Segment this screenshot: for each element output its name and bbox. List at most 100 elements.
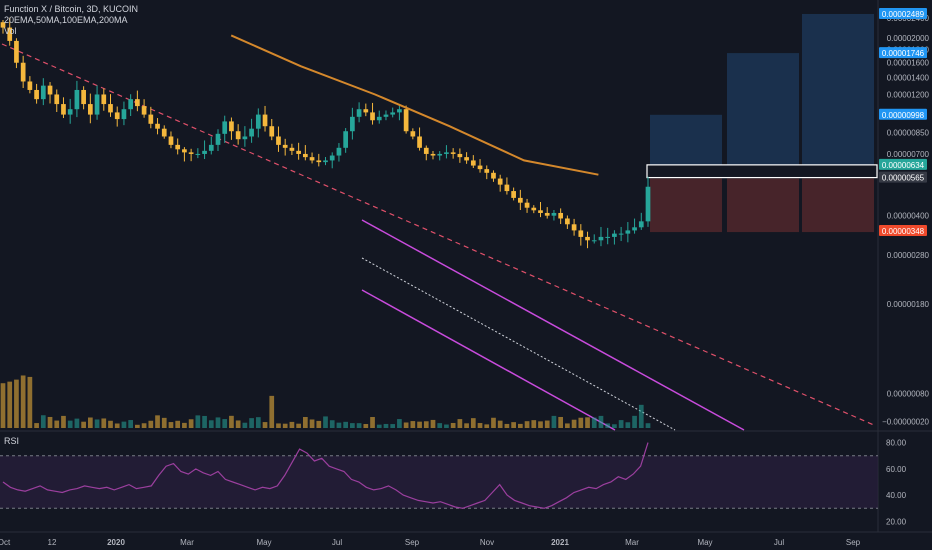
candle-body [329,155,335,161]
volume-bar [350,423,355,428]
candle-body [370,112,375,121]
candle-body [565,218,570,225]
rsi-tick-label: 60.00 [886,465,907,474]
candle-body [182,149,187,153]
volume-bar [410,421,416,428]
volume-bar [511,422,516,428]
chart-title: Function X / Bitcoin, 3D, KUCOIN [4,4,139,14]
candle-body [477,165,483,170]
volume-bar [114,423,120,428]
price-tag [879,7,927,19]
candle-body [128,99,134,110]
candle-body [591,240,597,242]
volume-bar [20,375,26,428]
volume-bar [47,416,53,428]
volume-bar [336,422,342,428]
time-tick-label: Jul [774,538,784,547]
price-tag [879,108,927,120]
volume-bar [40,415,46,428]
price-tag-label: 0.00000634 [882,161,925,170]
volume-bar [591,417,597,428]
candle-body [20,62,26,82]
volume-bar [544,420,550,428]
indicator-legend[interactable]: 20EMA,50MA,100EMA,200MA [4,15,128,25]
volume-bar [74,418,80,428]
price-tick-label: 0.00000700 [887,150,930,159]
volume-bar [612,424,617,428]
candle-body [74,89,80,110]
candle-body [309,157,315,161]
candle-body [121,109,127,120]
volume-bar [255,417,261,428]
candle-body [376,116,382,121]
rsi-band [0,455,878,509]
volume-bar [517,423,523,428]
volume-bar [491,417,496,428]
candle-body [517,197,523,203]
volume-bar [94,419,100,428]
volume-bar [390,424,396,428]
price-tick-label: 0.00000080 [887,389,930,398]
volume-bar [202,415,207,428]
candle-body [430,153,436,156]
stop-box-3 [802,178,874,233]
candle-body [531,207,537,211]
candle-body [544,212,550,216]
volume-bar [14,379,19,428]
candle-body [350,116,355,132]
target-box-1 [650,114,722,165]
rsi-tick-label: 80.00 [886,439,907,448]
candle-body [551,212,557,216]
volume-bar [269,395,275,428]
volume-bar [645,423,651,428]
volume-bar [417,421,422,428]
moving-average-line [230,34,599,176]
volume-bar [571,419,577,428]
candle-body [0,22,6,28]
volume-bar [128,420,134,428]
volume-bar [444,424,449,428]
time-tick-label: Oct [0,538,11,547]
candle-body [249,128,254,137]
candle-body [269,126,275,137]
volume-bar [605,423,611,428]
volume-bar [67,420,73,428]
volume-bar [195,415,201,428]
candle-body [383,114,389,117]
volume-bar [87,417,93,428]
candle-body [571,224,577,231]
volume-bar [296,423,301,428]
candle-body [188,152,194,154]
price-tag [879,47,927,59]
rsi-line [2,442,649,509]
price-tag-label: 0.00000998 [882,111,925,120]
candle-body [598,236,604,241]
candle-body [202,150,207,154]
candle-body [397,109,402,113]
time-tick-label: 12 [48,538,57,547]
volume-bar [437,423,443,428]
candle-body [323,160,328,163]
volume-bar [302,417,308,428]
candle-body [538,210,543,213]
volume-bar [558,416,564,428]
volume-bar [477,423,483,428]
volume-label[interactable]: Vol [4,26,17,36]
rsi-label[interactable]: RSI [4,436,20,446]
candle-body [645,186,651,222]
volume-bar [538,421,543,428]
candle-body [444,152,449,154]
candle-body [242,136,248,140]
time-tick-label: Jul [332,538,342,547]
candle-body [470,160,476,166]
candle-body [87,104,93,115]
volume-bar [141,423,147,428]
candle-body [618,233,624,235]
channel-upper [361,219,745,431]
volume-bar [235,420,241,428]
candle-body [94,94,100,115]
candle-body [175,144,181,150]
volume-bar [430,419,436,428]
volume-bar [565,423,570,428]
